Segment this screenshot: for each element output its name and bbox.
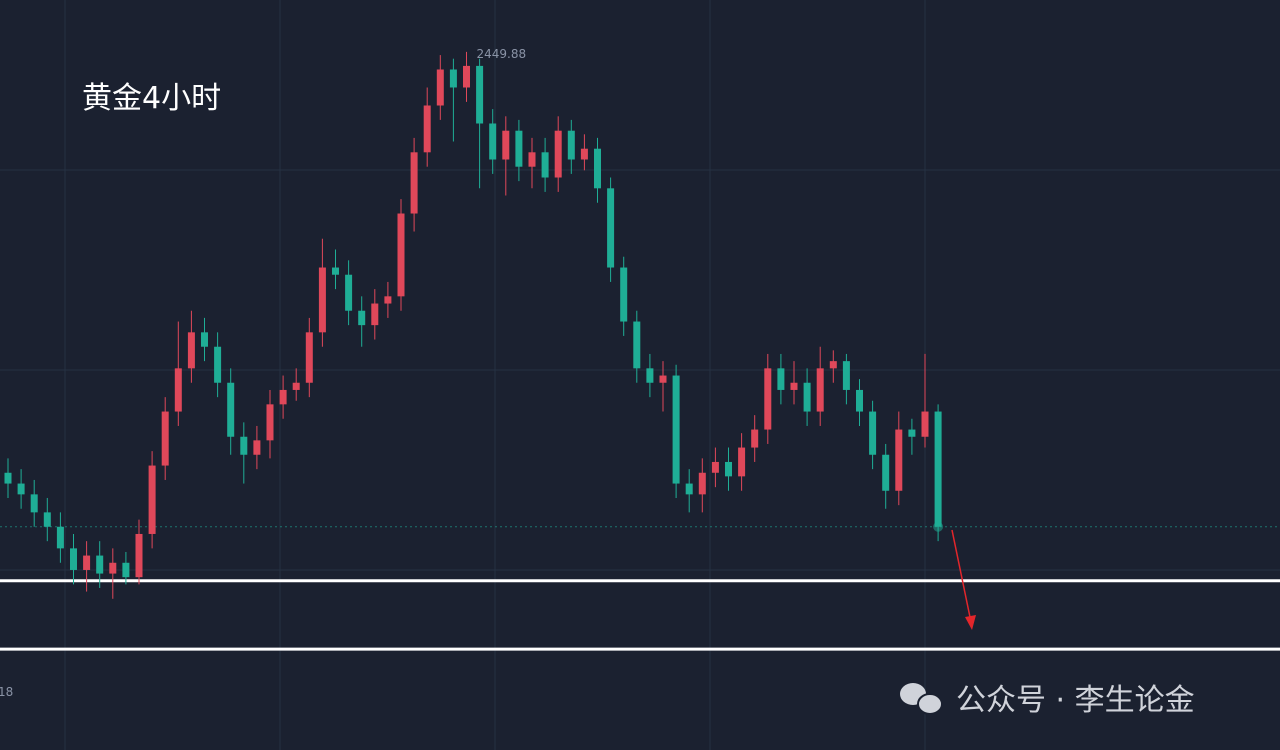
candle-body <box>345 274 353 311</box>
candle-body <box>135 533 143 578</box>
candle-body <box>109 562 117 574</box>
candle-body <box>489 123 497 160</box>
candle-body <box>541 152 549 178</box>
watermark-icon <box>917 693 943 715</box>
candle-body <box>122 562 130 578</box>
candle-body <box>397 213 405 297</box>
candle-body <box>279 389 287 405</box>
candle-body <box>856 389 863 412</box>
candle-body <box>358 310 366 326</box>
candle-body <box>292 382 300 390</box>
candle-body <box>842 361 850 390</box>
candle-body <box>620 267 628 322</box>
candle-body <box>240 436 248 455</box>
candle-body <box>764 368 772 430</box>
candle-body <box>148 465 156 534</box>
candle-body <box>476 65 484 124</box>
candle-body <box>594 148 601 189</box>
arrow <box>951 529 972 623</box>
high-label: 2449.88 <box>477 47 527 61</box>
candle-body <box>829 361 837 369</box>
candle-body <box>711 461 719 473</box>
candle-body <box>449 69 457 88</box>
chart-title: 黄金4小时 <box>82 81 221 116</box>
candle-body <box>659 375 667 383</box>
candle-body <box>908 429 916 437</box>
candle-body <box>895 429 903 491</box>
candle-body <box>410 152 418 214</box>
watermark-text: 公众号 · 李生论金 <box>956 683 1195 718</box>
candle-body <box>790 382 798 390</box>
candle-body <box>227 382 235 437</box>
candle-body <box>751 429 759 448</box>
candle-body <box>554 130 562 178</box>
candle-body <box>17 483 25 495</box>
candle-body <box>646 368 654 383</box>
candle-body <box>384 296 392 304</box>
time-label: 18 <box>0 685 13 699</box>
candle-body <box>725 461 732 477</box>
candle-body <box>332 267 339 275</box>
candle-body <box>318 267 326 333</box>
candle-body <box>738 447 746 477</box>
candle-body <box>30 494 38 513</box>
candle-body <box>685 483 693 495</box>
candle-body <box>4 472 12 484</box>
candle-body <box>161 411 169 466</box>
last-price-dot <box>933 521 944 532</box>
candle-body <box>934 411 942 527</box>
candle-body <box>174 368 182 412</box>
candle-body <box>672 375 680 484</box>
candle-body <box>423 105 431 153</box>
candle-body <box>633 321 641 369</box>
candle-body <box>187 332 195 369</box>
candle-body <box>371 303 379 326</box>
candle-body <box>201 332 208 347</box>
candle-body <box>305 332 313 383</box>
candle-body <box>698 472 706 495</box>
candle-body <box>528 152 536 167</box>
candle-body <box>56 526 64 549</box>
candle-body <box>43 512 51 527</box>
candle-body <box>607 188 615 268</box>
candle-body <box>83 555 91 570</box>
candle-body <box>214 346 222 383</box>
candle-body <box>436 69 444 106</box>
candle-body <box>803 382 811 412</box>
candle-body <box>96 555 104 574</box>
candle-body <box>253 440 261 455</box>
candle-body <box>567 130 575 160</box>
candle-body <box>777 368 785 390</box>
candle-body <box>515 130 523 167</box>
arrow-head <box>965 615 976 630</box>
candle-body <box>882 454 890 491</box>
candle-body <box>921 411 929 437</box>
candle-body <box>502 130 510 160</box>
candle-body <box>70 548 77 570</box>
candle-body <box>266 404 274 441</box>
candle-body <box>463 65 470 88</box>
watermark: 公众号 · 李生论金 <box>900 683 1195 718</box>
candle-body <box>816 368 824 412</box>
candle-body <box>580 148 588 160</box>
candle-body <box>869 411 877 455</box>
